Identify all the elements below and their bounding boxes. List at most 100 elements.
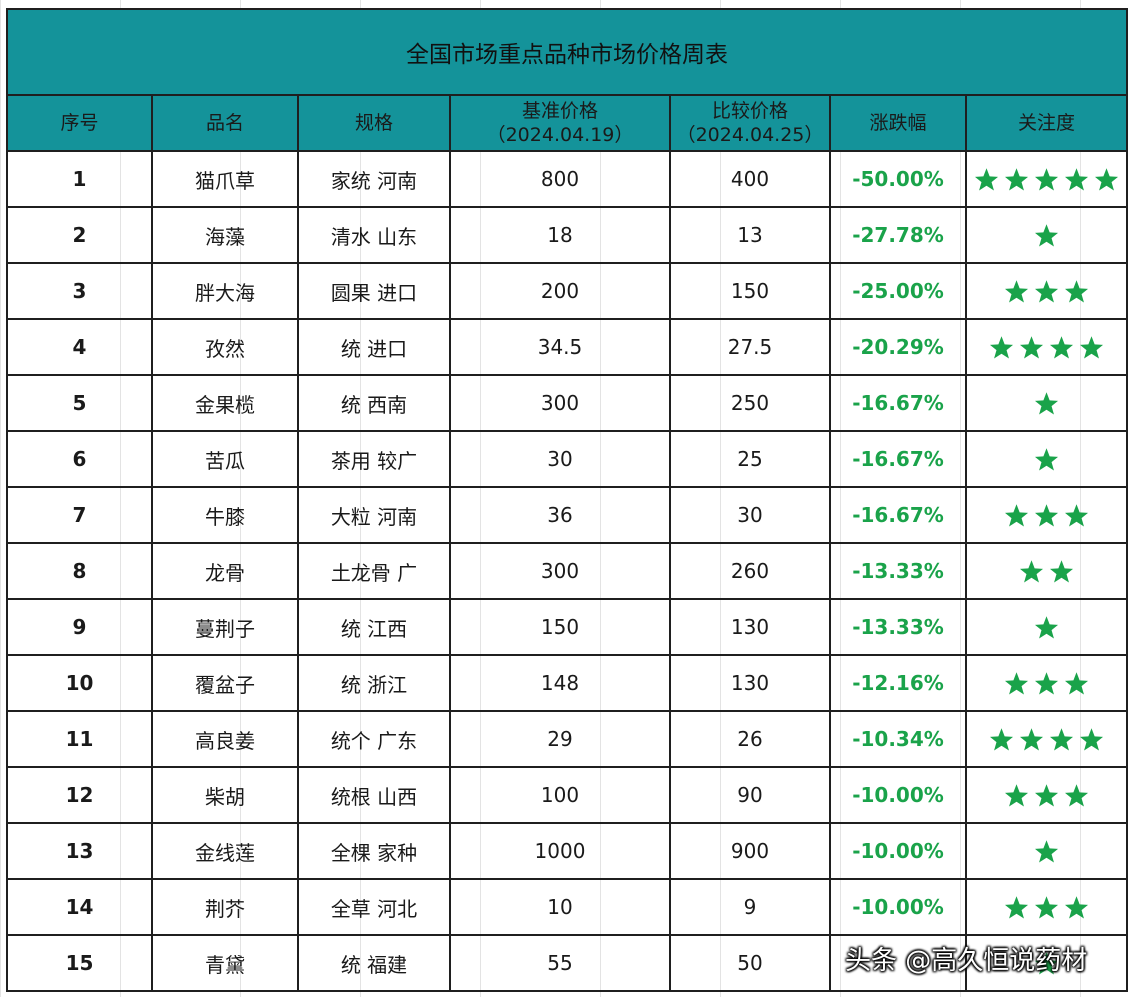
attention-stars: [1002, 670, 1092, 696]
cell-base-price: 148: [449, 654, 671, 712]
cell-seq: 2: [6, 206, 153, 264]
star-icon: [1079, 728, 1104, 751]
star-icon: [1064, 784, 1089, 807]
cell-name: 荆芥: [151, 878, 299, 936]
cell-name: 孜然: [151, 318, 299, 376]
star-icon: [1049, 560, 1074, 583]
cell-attention: [964, 374, 1129, 432]
cell-change: -10.00%: [829, 822, 967, 880]
cell-attention: [964, 150, 1129, 208]
star-icon: [1034, 840, 1059, 863]
cell-change: -16.67%: [829, 374, 967, 432]
star-icon: [1064, 672, 1089, 695]
cell-spec: 全草 河北: [297, 878, 451, 936]
star-icon: [1004, 896, 1029, 919]
cell-spec: 家统 河南: [297, 150, 451, 208]
header-change: 涨跌幅: [829, 94, 967, 152]
cell-name: 海藻: [151, 206, 299, 264]
star-icon: [1034, 504, 1059, 527]
header-name: 品名: [151, 94, 299, 152]
star-icon: [1034, 280, 1059, 303]
cell-base-price: 150: [449, 598, 671, 656]
cell-compare-price: 250: [669, 374, 831, 432]
cell-attention: [964, 822, 1129, 880]
cell-compare-price: 400: [669, 150, 831, 208]
star-icon: [989, 336, 1014, 359]
cell-compare-price: 900: [669, 822, 831, 880]
cell-attention: [964, 262, 1129, 320]
cell-base-price: 18: [449, 206, 671, 264]
cell-name: 青黛: [151, 934, 299, 992]
cell-attention: [964, 542, 1129, 600]
cell-compare-price: 90: [669, 766, 831, 824]
cell-seq: 4: [6, 318, 153, 376]
cell-name: 高良姜: [151, 710, 299, 768]
table-row: 11 高良姜 统个 广东 29 26 -10.34%: [6, 710, 1129, 768]
cell-attention: [964, 598, 1129, 656]
star-icon: [1034, 672, 1059, 695]
header-base-date: （2024.04.19）: [486, 124, 634, 146]
header-spec: 规格: [297, 94, 451, 152]
star-icon: [974, 168, 999, 191]
cell-compare-price: 13: [669, 206, 831, 264]
attention-stars: [1002, 894, 1092, 920]
header-compare-label: 比较价格: [711, 100, 788, 122]
cell-spec: 茶用 较广: [297, 430, 451, 488]
cell-compare-price: 150: [669, 262, 831, 320]
attention-stars: [1002, 502, 1092, 528]
attention-stars: [987, 334, 1107, 360]
attention-stars: [1032, 614, 1062, 640]
cell-spec: 统 浙江: [297, 654, 451, 712]
cell-spec: 土龙骨 广: [297, 542, 451, 600]
cell-attention: [964, 318, 1129, 376]
cell-base-price: 100: [449, 766, 671, 824]
star-icon: [1004, 504, 1029, 527]
cell-spec: 大粒 河南: [297, 486, 451, 544]
cell-seq: 12: [6, 766, 153, 824]
attention-stars: [987, 726, 1107, 752]
cell-change: -50.00%: [829, 150, 967, 208]
cell-change: -20.29%: [829, 318, 967, 376]
cell-change: -27.78%: [829, 206, 967, 264]
star-icon: [1049, 728, 1074, 751]
header-base-price: 基准价格 （2024.04.19）: [449, 94, 671, 152]
cell-base-price: 29: [449, 710, 671, 768]
cell-attention: [964, 206, 1129, 264]
table-row: 7 牛膝 大粒 河南 36 30 -16.67%: [6, 486, 1129, 544]
table-row: 8 龙骨 土龙骨 广 300 260 -13.33%: [6, 542, 1129, 600]
cell-seq: 14: [6, 878, 153, 936]
star-icon: [1064, 168, 1089, 191]
cell-spec: 统根 山西: [297, 766, 451, 824]
cell-attention: [964, 878, 1129, 936]
star-icon: [1004, 672, 1029, 695]
cell-base-price: 10: [449, 878, 671, 936]
table-title: 全国市场重点品种市场价格周表: [5, 8, 1129, 96]
star-icon: [1034, 448, 1059, 471]
table-body: 1 猫爪草 家统 河南 800 400 -50.00% 2 海藻 清水 山东 18 13 -27.78…: [6, 150, 1129, 992]
star-icon: [1034, 896, 1059, 919]
table-row: 6 苦瓜 茶用 较广 30 25 -16.67%: [6, 430, 1129, 488]
header-base-label: 基准价格: [521, 100, 598, 122]
cell-compare-price: 50: [669, 934, 831, 992]
attention-stars: [972, 166, 1122, 192]
table-row: 3 胖大海 圆果 进口 200 150 -25.00%: [6, 262, 1129, 320]
cell-change: -10.00%: [829, 766, 967, 824]
cell-name: 龙骨: [151, 542, 299, 600]
star-icon: [1034, 392, 1059, 415]
cell-attention: [964, 934, 1129, 992]
attention-stars: [1032, 390, 1062, 416]
cell-change: -13.33%: [829, 542, 967, 600]
cell-compare-price: 130: [669, 598, 831, 656]
attention-stars: [1032, 950, 1062, 976]
cell-change: -25.00%: [829, 262, 967, 320]
cell-base-price: 800: [449, 150, 671, 208]
cell-seq: 11: [6, 710, 153, 768]
cell-seq: 13: [6, 822, 153, 880]
header-row: 序号 品名 规格 基准价格 （2024.04.19） 比较价格 （2024.04…: [6, 94, 1129, 152]
cell-spec: 统 西南: [297, 374, 451, 432]
cell-spec: 统 福建: [297, 934, 451, 992]
star-icon: [1019, 728, 1044, 751]
cell-name: 苦瓜: [151, 430, 299, 488]
cell-compare-price: 27.5: [669, 318, 831, 376]
price-table: 全国市场重点品种市场价格周表 序号 品名 规格 基准价格 （2024.04.19…: [5, 8, 1129, 992]
